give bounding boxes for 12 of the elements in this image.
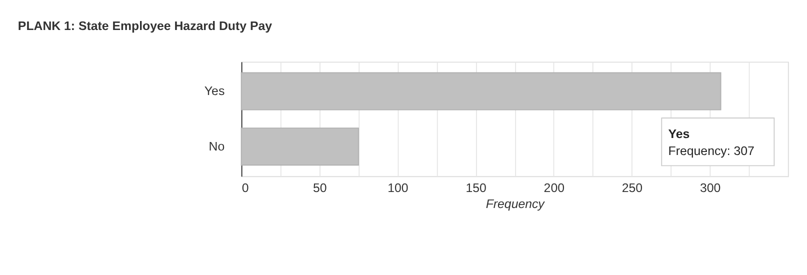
x-tick-label: 100 <box>388 180 408 195</box>
chart-title: PLANK 1: State Employee Hazard Duty Pay <box>18 19 272 34</box>
x-tick-label: 0 <box>242 180 249 195</box>
y-tick-label: No <box>208 139 225 154</box>
x-tick-label: 250 <box>622 180 643 195</box>
x-tick-label: 150 <box>466 180 487 195</box>
y-tick-label: Yes <box>204 84 225 98</box>
x-tick-label: 300 <box>700 180 721 195</box>
x-axis-title: Frequency <box>486 197 546 212</box>
annotation: Yes Frequency: 307 <box>668 127 755 158</box>
x-tick-label: 200 <box>544 180 565 195</box>
x-tick-label: 50 <box>313 180 327 195</box>
